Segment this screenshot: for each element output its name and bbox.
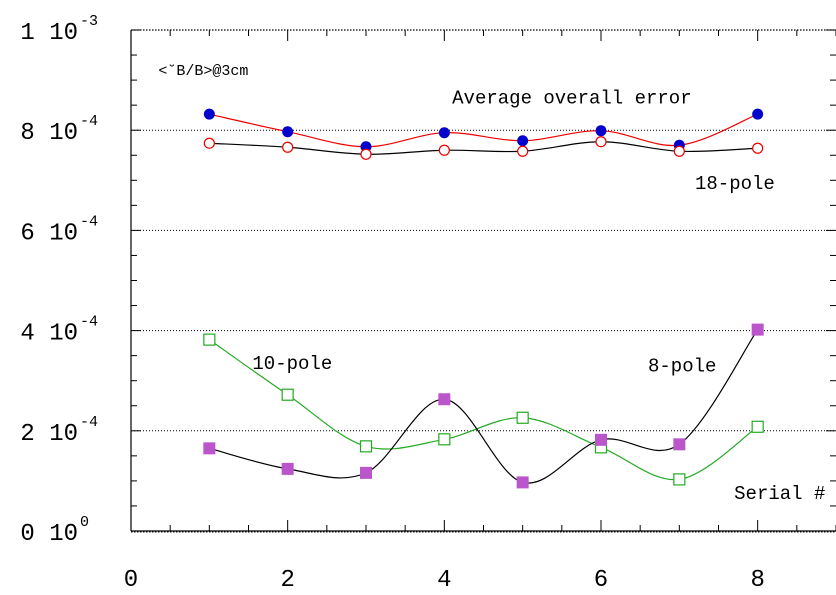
y-tick-label: 8 10 xyxy=(20,120,78,147)
series-4-point xyxy=(281,462,294,475)
y-tick-label: 4 10 xyxy=(20,321,78,348)
series-line-3 xyxy=(208,339,759,481)
annotation: <˘B/B>@3cm xyxy=(158,63,248,80)
y-tick-label: 6 10 xyxy=(20,220,78,247)
y-tick-label-exponent: -3 xyxy=(80,13,98,30)
series-3-point xyxy=(281,388,294,401)
series-2-point xyxy=(517,145,529,157)
series-2-point xyxy=(282,141,294,153)
series-1-point xyxy=(438,127,450,139)
annotation: Average overall error xyxy=(452,88,691,110)
y-tick-label: 1 10 xyxy=(20,20,78,47)
annotation: 10-pole xyxy=(252,353,332,375)
series-2-point xyxy=(438,144,450,156)
series-lines xyxy=(208,113,759,484)
series-3-point xyxy=(438,433,451,446)
annotations: <˘B/B>@3cm Average overall error 18-pole 10… xyxy=(158,63,825,505)
series-2-point xyxy=(595,136,607,148)
y-tick-label-exponent: -4 xyxy=(80,113,98,130)
y-tick-label: 0 10 xyxy=(20,521,78,548)
series-1-point xyxy=(752,108,764,120)
series-3-point xyxy=(673,473,686,486)
series-4-point xyxy=(203,442,216,455)
series-3-point xyxy=(516,411,529,424)
series-4-point xyxy=(751,323,764,336)
y-tick-label: 2 10 xyxy=(20,421,78,448)
x-tick-label: 6 xyxy=(594,567,608,594)
series-4-point xyxy=(673,438,686,451)
series-1-point xyxy=(517,135,529,147)
x-tick-label: 0 xyxy=(124,567,138,594)
series-3-point xyxy=(751,420,764,433)
series-1-point xyxy=(595,125,607,137)
series-2-point xyxy=(752,142,764,154)
x-tick-label: 2 xyxy=(280,567,294,594)
annotation: 8-pole xyxy=(648,356,716,378)
y-tick-label-exponent: 0 xyxy=(80,514,89,531)
series-3-point xyxy=(203,333,216,346)
series-3-point xyxy=(359,440,373,453)
x-tick-labels: 0 2 4 6 8 xyxy=(124,567,765,594)
annotation: Serial # xyxy=(734,483,825,505)
y-tick-label-exponent: -4 xyxy=(80,213,98,230)
series-1-point xyxy=(282,126,294,138)
series-4-point xyxy=(360,466,372,479)
x-tick-label: 4 xyxy=(437,567,451,594)
series-4-point xyxy=(438,393,451,406)
series-2-point xyxy=(360,148,372,160)
y-tick-labels: 0 10 02 10 -44 10 -46 10 -48 10 -41 10 -3 xyxy=(20,13,98,548)
series-line-2 xyxy=(209,141,758,155)
series-markers xyxy=(203,108,764,489)
series-4-point xyxy=(595,433,607,446)
axis-ticks xyxy=(130,29,836,532)
series-2-point xyxy=(203,137,215,149)
series-1-point xyxy=(203,108,215,120)
series-4-point xyxy=(516,476,529,489)
gridlines xyxy=(131,129,836,432)
x-tick-label: 8 xyxy=(750,567,764,594)
annotation: 18-pole xyxy=(695,173,775,195)
y-tick-label-exponent: -4 xyxy=(80,314,98,331)
series-2-point xyxy=(673,145,685,157)
y-tick-label-exponent: -4 xyxy=(80,414,98,431)
